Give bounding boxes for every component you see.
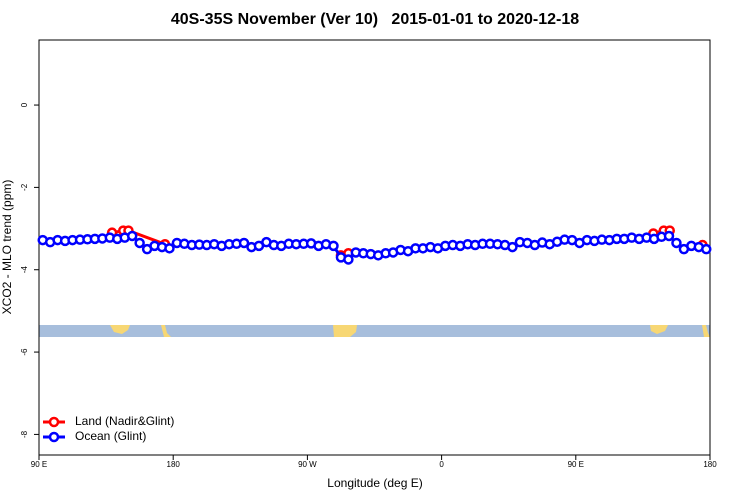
- land-blob: [161, 325, 171, 337]
- legend-marker: [48, 416, 60, 428]
- land-blob: [702, 325, 710, 337]
- legend-label: Land (Nadir&Glint): [75, 414, 174, 428]
- y-axis-label: XCO2 - MLO trend (ppm): [0, 180, 14, 315]
- y-tick-label: -8: [20, 430, 29, 438]
- series-marker: [343, 254, 354, 265]
- series-marker: [701, 243, 712, 255]
- chart-title: 40S-35S November (Ver 10) 2015-01-01 to …: [171, 11, 579, 28]
- series-marker: [663, 230, 675, 242]
- series-marker: [134, 237, 145, 249]
- legend-label: Ocean (Glint): [75, 429, 146, 443]
- y-tick-label: -6: [20, 348, 29, 356]
- land-blob: [110, 325, 130, 334]
- series-marker: [126, 230, 138, 242]
- y-tick-label: -4: [20, 266, 29, 274]
- series-marker: [507, 241, 518, 253]
- x-tick-label: 90 E: [568, 460, 584, 469]
- x-tick-label: 180: [167, 460, 181, 469]
- land-blob: [333, 325, 357, 337]
- y-tick-label: -2: [20, 183, 29, 191]
- land-blob: [650, 325, 668, 334]
- ocean-band: [39, 325, 710, 337]
- x-axis-label: Longitude (deg E): [327, 476, 422, 490]
- series-marker: [238, 237, 250, 249]
- land-mask-band: [39, 325, 710, 337]
- series-marker: [671, 237, 682, 249]
- series-marker: [164, 243, 175, 254]
- x-tick-label: 90 E: [31, 460, 47, 469]
- x-tick-label: 0: [439, 460, 444, 469]
- series-marker: [328, 240, 339, 252]
- legend-marker: [48, 431, 60, 443]
- x-tick-label: 180: [703, 460, 717, 469]
- y-tick-label: 0: [20, 102, 29, 107]
- x-tick-label: 90 W: [298, 460, 317, 469]
